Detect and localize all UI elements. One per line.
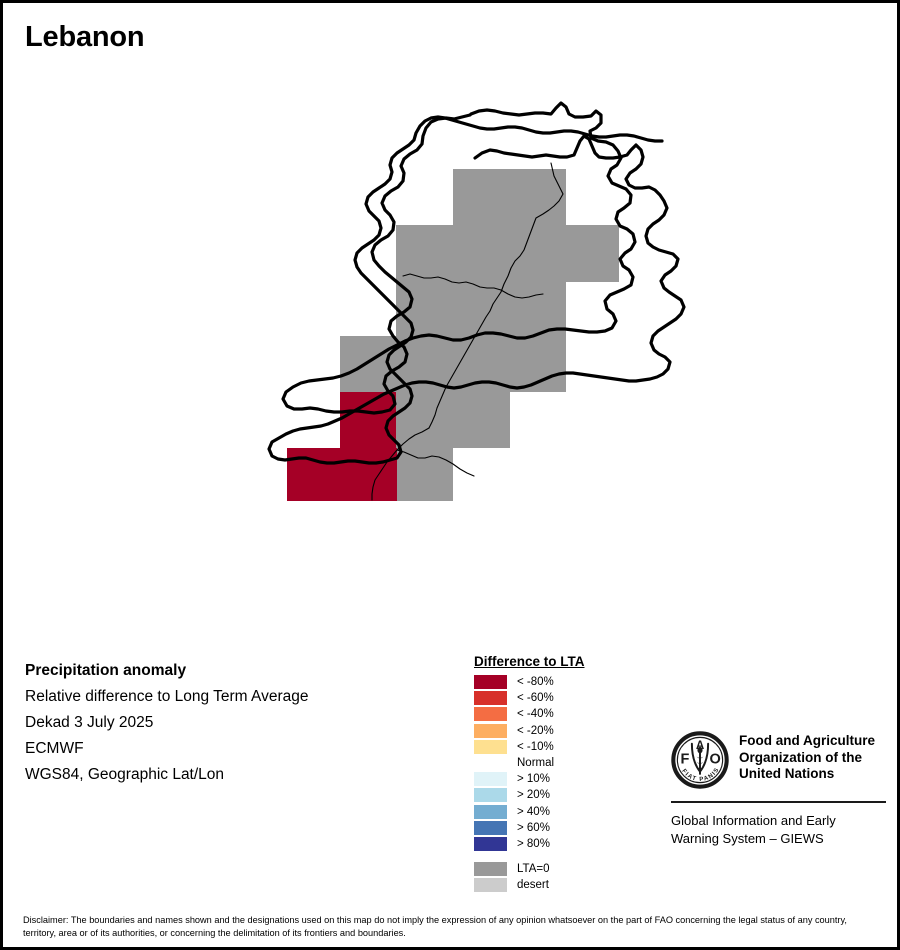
caption-line-source: ECMWF: [25, 740, 84, 757]
legend-swatch-lta-zero: [474, 862, 507, 877]
legend-item-normal: Normal: [474, 755, 624, 771]
giews-programme-name: Global Information and Early Warning Sys…: [671, 812, 886, 847]
map-graphic: [3, 98, 897, 598]
legend-item-gt-60: > 60%: [474, 820, 624, 836]
fao-organization-name: Food and Agriculture Organization of the…: [739, 731, 875, 783]
caption-line-method: Relative difference to Long Term Average: [25, 688, 309, 705]
legend-separator: [474, 852, 624, 861]
fao-emblem-letter-o: O: [709, 751, 720, 767]
fao-emblem-letter-f: F: [680, 751, 689, 767]
legend-swatch-lt-60: [474, 691, 507, 706]
legend: Difference to LTA < -80% < -60% < -40% <…: [474, 654, 624, 893]
legend-swatch-lt-40: [474, 707, 507, 722]
legend-item-gt-40: > 40%: [474, 804, 624, 820]
caption-block: Precipitation anomaly Relative differenc…: [25, 658, 445, 788]
fao-name-line-1: Food and Agriculture: [739, 733, 875, 748]
legend-label-lt-40: < -40%: [517, 708, 554, 721]
legend-swatch-lt-80: [474, 675, 507, 690]
legend-label-lt-20: < -20%: [517, 724, 554, 737]
fao-name-line-3: United Nations: [739, 766, 835, 781]
legend-swatch-gt-20: [474, 788, 507, 803]
legend-item-desert: desert: [474, 877, 624, 893]
legend-item-lta-zero: LTA=0: [474, 861, 624, 877]
legend-item-gt-20: > 20%: [474, 787, 624, 803]
caption-line-product: Precipitation anomaly: [25, 662, 187, 679]
legend-item-lt-40: < -40%: [474, 706, 624, 722]
fao-name-line-2: Organization of the: [739, 749, 862, 765]
giews-line-1: Global Information and Early: [671, 813, 836, 828]
legend-swatch-desert: [474, 878, 507, 893]
country-boundary-lebanon: [267, 115, 686, 465]
legend-item-lt-10: < -10%: [474, 739, 624, 755]
giews-line-2: Warning System – GIEWS: [671, 830, 824, 846]
legend-item-gt-10: > 10%: [474, 771, 624, 787]
raster-cells-lta-zero: [340, 169, 619, 501]
fao-logo-icon: F A O FIAT PANIS: [671, 731, 729, 789]
legend-label-gt-10: > 10%: [517, 773, 550, 786]
legend-label-gt-60: > 60%: [517, 821, 550, 834]
legend-item-gt-80: > 80%: [474, 836, 624, 852]
legend-swatch-normal: [474, 756, 507, 770]
legend-item-lt-60: < -60%: [474, 690, 624, 706]
fao-divider: [671, 801, 886, 803]
legend-swatch-lt-10: [474, 739, 507, 754]
legend-label-lta-zero: LTA=0: [517, 863, 550, 876]
legend-label-desert: desert: [517, 879, 549, 892]
caption-line-period: Dekad 3 July 2025: [25, 714, 154, 731]
legend-swatch-gt-10: [474, 772, 507, 787]
fao-branding: F A O FIAT PANIS Food and Agriculture Or…: [671, 731, 886, 847]
legend-label-lt-80: < -80%: [517, 676, 554, 689]
legend-label-normal: Normal: [517, 757, 555, 770]
legend-item-lt-80: < -80%: [474, 674, 624, 690]
legend-title: Difference to LTA: [474, 654, 585, 669]
legend-label-gt-40: > 40%: [517, 805, 550, 818]
legend-label-lt-60: < -60%: [517, 692, 554, 705]
page-title: Lebanon: [25, 21, 145, 53]
legend-label-lt-10: < -10%: [517, 740, 554, 753]
caption-line-projection: WGS84, Geographic Lat/Lon: [25, 766, 225, 783]
legend-label-gt-20: > 20%: [517, 789, 550, 802]
fao-emblem-letter-a: A: [696, 739, 705, 752]
country-outline-overlay: [281, 101, 637, 415]
legend-swatch-gt-80: [474, 836, 507, 851]
legend-item-lt-20: < -20%: [474, 723, 624, 739]
disclaimer-text: Disclaimer: The boundaries and names sho…: [23, 915, 847, 938]
legend-swatch-lt-20: [474, 723, 507, 738]
legend-label-gt-80: > 80%: [517, 837, 550, 850]
legend-swatch-gt-60: [474, 820, 507, 835]
legend-swatch-gt-40: [474, 804, 507, 819]
